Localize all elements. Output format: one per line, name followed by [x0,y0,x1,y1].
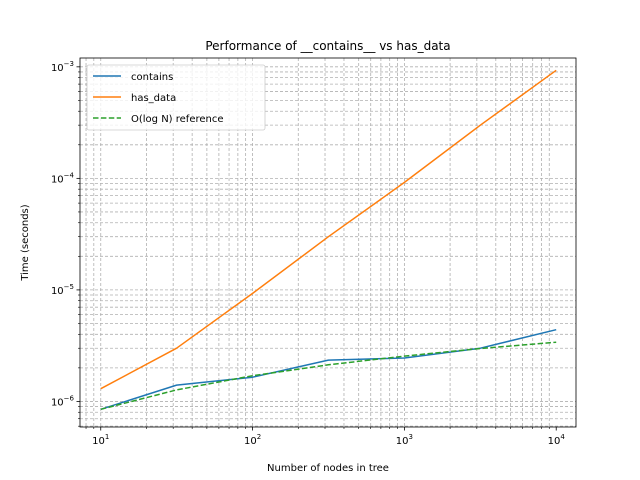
legend: contains has_data O(log N) reference [86,64,266,131]
y-tick-label: 10−6 [51,394,75,408]
legend-label-2: O(log N) reference [131,114,224,125]
y-tick-label: 10−5 [51,283,74,297]
chart-title: Performance of __contains__ vs has_data [205,39,450,53]
legend-label-1: has_data [131,93,176,104]
x-tick-label: 104 [548,433,566,447]
x-tick-label: 102 [244,433,261,447]
ticks: 101 102 103 104 10−6 10−5 10−4 10−3 [51,60,565,447]
x-tick-label: 101 [92,433,109,447]
y-axis-label: Time (seconds) [20,204,31,281]
legend-label-0: contains [131,72,173,83]
x-tick-label: 103 [396,433,413,447]
series-line-1 [100,69,557,390]
series-line-2 [100,341,557,411]
x-axis-label: Number of nodes in tree [267,463,389,474]
axes-frame [79,57,577,428]
y-tick-label: 10−4 [51,171,75,185]
plot-lines [100,69,557,411]
series-line-0 [100,328,557,411]
legend-box [86,64,266,131]
y-tick-label: 10−3 [51,60,74,74]
